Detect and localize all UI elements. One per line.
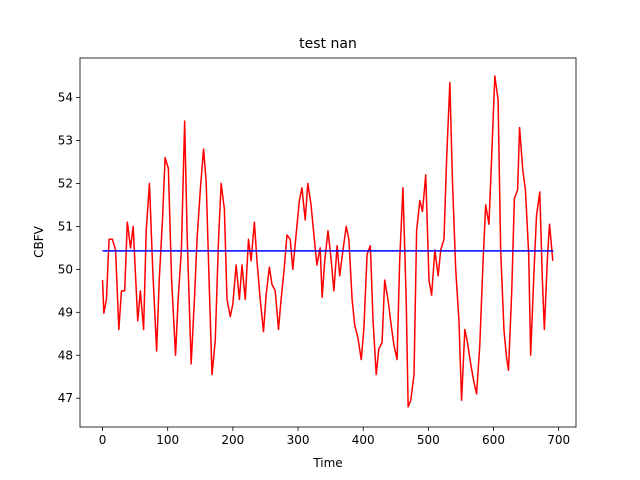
data-line — [101, 75, 554, 408]
y-tick-label: 53 — [58, 133, 73, 147]
y-tick-label: 54 — [58, 91, 73, 105]
y-tick-label: 49 — [58, 305, 73, 319]
x-tick-label: 0 — [99, 433, 107, 447]
x-tick-label: 300 — [287, 433, 310, 447]
plot-frame — [79, 57, 577, 428]
x-tick-label: 500 — [417, 433, 440, 447]
y-tick-label: 47 — [58, 391, 73, 405]
y-tick-label: 48 — [58, 348, 73, 362]
x-tick-label: 600 — [482, 433, 505, 447]
y-tick-label: 51 — [58, 219, 73, 233]
x-tick-label: 700 — [547, 433, 570, 447]
x-tick-label: 100 — [156, 433, 179, 447]
y-tick-label: 50 — [58, 262, 73, 276]
y-axis-label: CBFV — [32, 225, 46, 258]
chart-title: test nan — [299, 36, 357, 52]
y-tick-label: 52 — [58, 176, 73, 190]
x-axis-label: Time — [312, 456, 342, 470]
x-tick-label: 200 — [221, 433, 244, 447]
x-tick-label: 400 — [352, 433, 375, 447]
